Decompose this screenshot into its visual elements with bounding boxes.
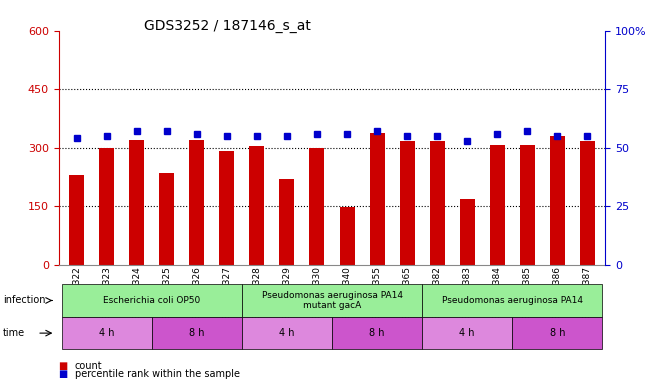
Bar — [159, 173, 174, 265]
Bar — [550, 136, 565, 265]
Text: Pseudomonas aeruginosa PA14: Pseudomonas aeruginosa PA14 — [442, 296, 583, 305]
Text: 4 h: 4 h — [279, 328, 295, 338]
Bar — [580, 141, 595, 265]
Bar — [219, 151, 234, 265]
Text: 8 h: 8 h — [189, 328, 204, 338]
Text: 4 h: 4 h — [99, 328, 115, 338]
Text: Pseudomonas aeruginosa PA14
mutant gacA: Pseudomonas aeruginosa PA14 mutant gacA — [262, 291, 402, 310]
Bar — [69, 175, 84, 265]
Bar — [519, 145, 535, 265]
Bar — [490, 145, 505, 265]
Bar — [129, 140, 145, 265]
Bar — [400, 141, 415, 265]
Text: time: time — [3, 328, 25, 338]
Bar — [370, 133, 385, 265]
Text: percentile rank within the sample: percentile rank within the sample — [75, 369, 240, 379]
Bar — [99, 148, 114, 265]
Text: GDS3252 / 187146_s_at: GDS3252 / 187146_s_at — [145, 19, 311, 33]
Text: 8 h: 8 h — [549, 328, 565, 338]
Text: Escherichia coli OP50: Escherichia coli OP50 — [103, 296, 201, 305]
Bar — [309, 148, 324, 265]
Bar — [430, 141, 445, 265]
Text: 8 h: 8 h — [369, 328, 385, 338]
Text: count: count — [75, 361, 102, 371]
Bar — [279, 179, 294, 265]
Bar — [340, 207, 355, 265]
Text: ■: ■ — [59, 361, 68, 371]
Bar — [189, 140, 204, 265]
Text: ■: ■ — [59, 369, 68, 379]
Bar — [460, 199, 475, 265]
Text: infection: infection — [3, 295, 46, 306]
Text: 4 h: 4 h — [460, 328, 475, 338]
Bar — [249, 146, 264, 265]
